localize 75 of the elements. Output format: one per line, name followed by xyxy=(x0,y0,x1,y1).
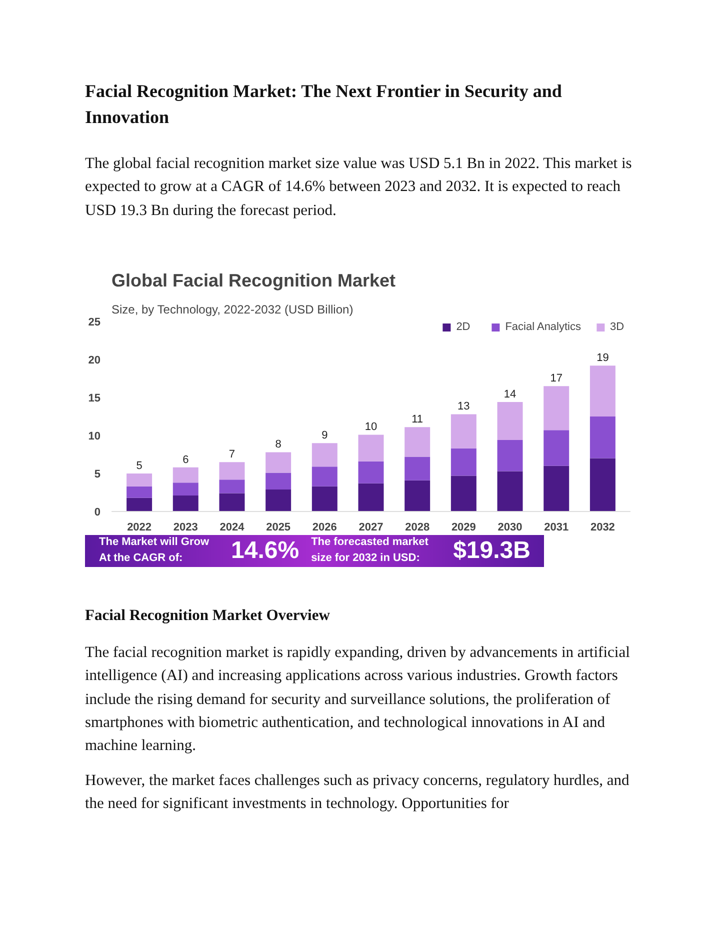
total-label: 19 xyxy=(596,352,609,364)
text: However, the market faces challenges such as privacy concerns, regulatory hurdles, and the need for significant investments in technology. Opportunities for xyxy=(85,771,630,814)
legend-label: 3D xyxy=(610,321,626,333)
bar xyxy=(266,452,292,473)
bar xyxy=(450,414,476,448)
x-tick-label: 2029 xyxy=(451,522,476,534)
bar xyxy=(450,476,476,512)
x-tick-label: 2027 xyxy=(358,522,384,534)
bar xyxy=(126,486,152,498)
y-tick-label: 5 xyxy=(94,468,101,480)
bar xyxy=(219,480,245,494)
bar xyxy=(172,496,198,512)
text: The facial recognition market is rapidly expanding, driven by advancements in artificial intelligence (AI) and increasing applications across various industries. Growth factors include the rising demand for security and surveillance solutions, the proliferation of smartphones with biometric authentication, and technological innovations in AI and machine learning. xyxy=(85,643,631,756)
text: Facial Recognition Market: The Next Frontier in Security and Innovation xyxy=(85,80,563,130)
text: The Market will Grow At the CAGR of: xyxy=(99,535,210,566)
bar xyxy=(497,440,523,472)
total-label: 17 xyxy=(550,372,562,385)
bar xyxy=(404,480,430,512)
total-label: 9 xyxy=(322,430,328,442)
bar xyxy=(358,434,384,462)
y-tick-label: 20 xyxy=(88,354,101,366)
total-label: 14 xyxy=(504,388,516,400)
bar xyxy=(544,466,570,512)
y-tick-label: 0 xyxy=(94,506,101,518)
bar xyxy=(126,498,152,512)
legend-label: 2D xyxy=(456,321,472,333)
chart-title: Global Facial Recognition Market xyxy=(112,270,396,290)
bar xyxy=(219,493,245,512)
chart-subtitle: Size, by Technology, 2022-2032 (USD Billion) xyxy=(112,302,354,316)
text: Facial Recognition Market Overview xyxy=(85,606,330,626)
bar xyxy=(312,443,338,467)
y-tick-label: 25 xyxy=(88,316,101,328)
x-tick-label: 2032 xyxy=(590,522,615,534)
bar xyxy=(358,461,384,484)
bar xyxy=(312,486,338,512)
bar xyxy=(497,402,523,440)
bar xyxy=(172,467,198,483)
text: 14.6% xyxy=(231,536,300,566)
x-tick-label: 2031 xyxy=(544,522,569,534)
bar xyxy=(544,386,570,430)
legend-label: Facial Analytics xyxy=(505,321,581,333)
text: The global facial recognition market size value was USD 5.1 Bn in 2022. This market is expected to grow at a CAGR of 14.6% between 2023 and 2032. It is expected to reach USD 19.3 Bn during the forecast period. xyxy=(85,154,633,220)
bar xyxy=(544,430,570,466)
bar xyxy=(172,482,198,496)
bar xyxy=(590,458,616,512)
bar xyxy=(590,366,616,416)
x-tick-label: 2025 xyxy=(266,522,291,534)
text: $19.3B xyxy=(453,536,530,566)
bar xyxy=(404,456,430,480)
total-label: 8 xyxy=(275,438,282,451)
bar xyxy=(497,471,523,512)
y-tick-label: 15 xyxy=(88,392,101,404)
bar xyxy=(312,466,338,486)
bar xyxy=(126,474,152,486)
bar xyxy=(266,489,292,512)
x-tick-label: 2026 xyxy=(312,522,337,534)
bar xyxy=(266,472,292,490)
total-label: 7 xyxy=(228,448,236,461)
x-tick-label: 2028 xyxy=(405,522,430,534)
x-tick-label: 2030 xyxy=(498,522,522,534)
x-tick-label: 2024 xyxy=(220,522,246,534)
bar xyxy=(404,427,430,457)
text: The forecasted market size for 2032 in USD: xyxy=(311,535,430,566)
y-tick-label: 10 xyxy=(88,430,101,442)
bar xyxy=(450,448,476,476)
total-label: 5 xyxy=(136,460,142,472)
x-tick-label: 2023 xyxy=(173,522,198,534)
total-label: 13 xyxy=(458,400,470,413)
total-label: 11 xyxy=(412,414,424,426)
bar xyxy=(358,483,384,512)
total-label: 6 xyxy=(182,454,189,466)
bar xyxy=(219,462,245,480)
total-label: 10 xyxy=(364,421,378,434)
bar xyxy=(590,416,616,458)
x-tick-label: 2022 xyxy=(127,522,152,534)
